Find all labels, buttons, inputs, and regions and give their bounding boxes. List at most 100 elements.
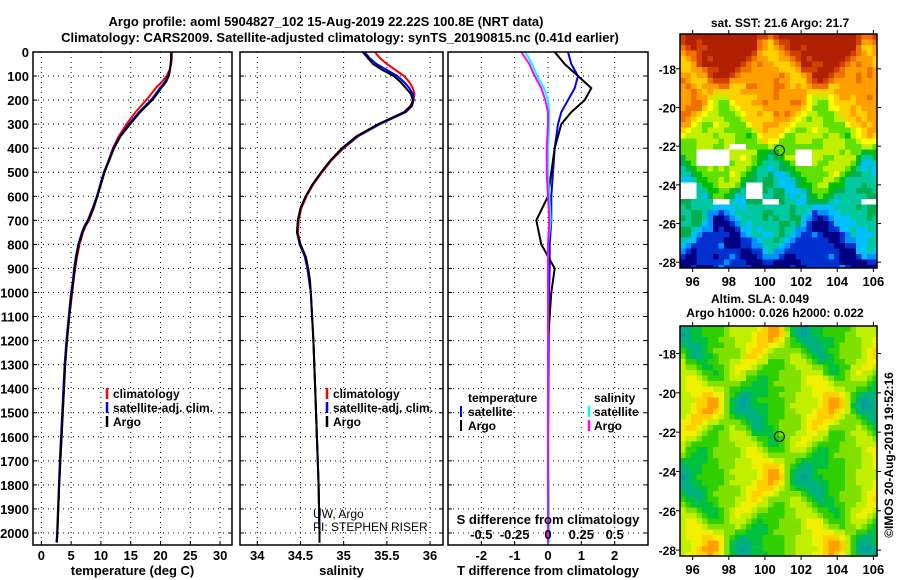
map-cell xyxy=(718,105,725,112)
map-cell xyxy=(790,265,796,268)
map-cell xyxy=(817,149,824,156)
map-cell xyxy=(718,436,725,442)
map-cell xyxy=(762,419,769,426)
map-cell xyxy=(850,353,857,360)
map-cell xyxy=(680,61,686,68)
map-cell xyxy=(872,199,877,205)
map-cell xyxy=(718,364,725,371)
map-cell xyxy=(823,243,829,249)
map-cell xyxy=(773,359,780,365)
map-cell xyxy=(702,331,708,338)
map-cell xyxy=(834,359,840,365)
map-cell xyxy=(729,480,736,486)
map-cell xyxy=(718,381,725,387)
map-cell xyxy=(768,127,774,134)
map-cell xyxy=(784,50,791,57)
map-cell xyxy=(861,56,868,62)
map-cell xyxy=(790,425,796,431)
map-cell xyxy=(806,480,813,486)
map-cell xyxy=(872,518,877,525)
map-cell xyxy=(757,39,763,46)
map-cell xyxy=(801,50,807,57)
map-cell xyxy=(790,386,796,393)
map-cell xyxy=(806,199,813,205)
map-cell xyxy=(817,535,824,541)
map-cell xyxy=(740,39,747,46)
map-cell xyxy=(828,259,835,266)
map-cell xyxy=(707,72,714,79)
map-cell xyxy=(867,61,873,68)
map-cell xyxy=(757,226,763,233)
map-cell xyxy=(768,111,774,117)
map-cell xyxy=(685,199,692,205)
map-cell xyxy=(707,34,714,40)
map-cell xyxy=(861,441,868,448)
map-cell xyxy=(707,39,714,46)
map-cell xyxy=(680,513,686,519)
map-cell xyxy=(812,78,818,84)
map-cell xyxy=(768,507,774,514)
map-cell xyxy=(702,386,708,393)
map-cell xyxy=(845,463,851,470)
map-cell xyxy=(762,265,769,268)
map-cell xyxy=(735,45,741,51)
map-cell xyxy=(718,89,725,95)
map-cell xyxy=(806,122,813,128)
map-cell xyxy=(680,177,686,183)
map-cell xyxy=(762,144,769,150)
map-cell xyxy=(828,243,835,249)
legend-label: climatology xyxy=(113,387,180,401)
map-cell xyxy=(790,551,796,556)
map-cell xyxy=(795,436,802,442)
map-cell xyxy=(850,248,857,255)
map-cell xyxy=(707,529,714,536)
map-cell xyxy=(768,397,774,404)
map-cell xyxy=(757,337,763,343)
map-cell xyxy=(790,72,796,79)
map-cell xyxy=(845,403,851,409)
argo-location-marker xyxy=(773,430,785,442)
map-cell xyxy=(691,551,697,556)
map-cell xyxy=(845,359,851,365)
map-cell xyxy=(696,72,703,79)
lat-tick-label: -26 xyxy=(659,218,677,232)
x-tick-label: 0 xyxy=(544,548,551,563)
map-cell xyxy=(861,480,868,486)
map-cell xyxy=(751,221,758,227)
map-cell xyxy=(680,83,686,90)
map-cell xyxy=(867,188,873,194)
map-cell xyxy=(702,430,708,437)
map-cell xyxy=(735,524,741,530)
map-cell xyxy=(713,61,719,68)
map-cell xyxy=(861,171,868,178)
map-cell xyxy=(779,551,785,556)
map-cell xyxy=(812,204,818,211)
map-cell xyxy=(784,155,791,161)
map-cell xyxy=(713,67,719,73)
map-cell xyxy=(724,72,730,79)
map-cell xyxy=(762,535,769,541)
map-cell xyxy=(702,105,708,112)
map-cell xyxy=(856,507,862,514)
map-cell xyxy=(817,199,824,205)
map-cell xyxy=(867,397,873,404)
map-cell xyxy=(685,386,692,393)
map-cell xyxy=(735,507,741,514)
map-cell xyxy=(685,259,692,266)
map-cell xyxy=(795,89,802,95)
map-cell xyxy=(795,243,802,249)
map-cell xyxy=(845,485,851,492)
map-cell xyxy=(724,326,730,332)
map-cell xyxy=(680,458,686,464)
map-cell xyxy=(768,204,774,211)
map-cell xyxy=(828,56,835,62)
map-cell xyxy=(724,155,730,161)
map-cell xyxy=(823,56,829,62)
map-cell xyxy=(724,535,730,541)
map-cell xyxy=(702,425,708,431)
map-cell xyxy=(729,232,736,238)
map-cell xyxy=(817,204,824,211)
map-cell xyxy=(680,397,686,404)
map-cell xyxy=(762,215,769,222)
map-cell xyxy=(691,215,697,222)
